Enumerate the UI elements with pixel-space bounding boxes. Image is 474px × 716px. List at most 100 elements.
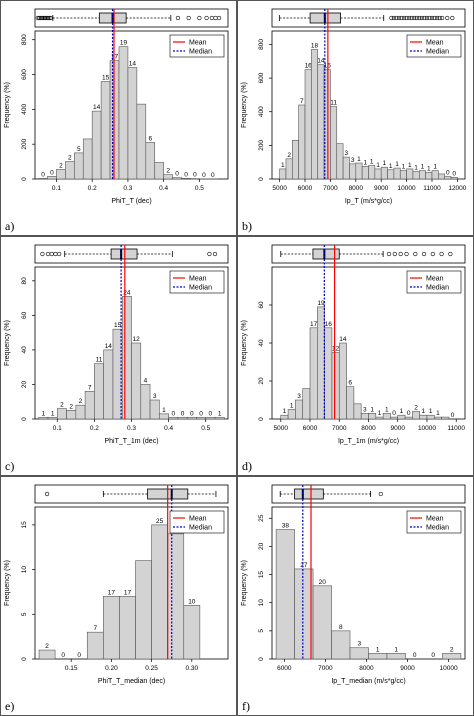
- boxplot-outlier: [394, 15, 399, 21]
- boxplot-outlier: [430, 251, 435, 257]
- y-tick-label: 60: [258, 301, 265, 309]
- histogram-bar: [118, 46, 129, 180]
- bar-label: 14: [339, 336, 347, 343]
- bar-label: 0: [413, 652, 417, 659]
- bar-label: 2: [166, 168, 170, 175]
- histogram-bar: [404, 416, 413, 420]
- bar-label: 0: [175, 171, 179, 178]
- boxplot-outlier: [392, 251, 397, 257]
- histogram-bar: [294, 568, 314, 660]
- bar-label: 1: [290, 403, 294, 410]
- y-tick-label: 0: [258, 417, 265, 421]
- x-tick-label: 0.3: [123, 185, 132, 192]
- y-tick-label: 5: [21, 612, 28, 616]
- boxplot-outlier: [450, 15, 455, 21]
- bar-label: 1: [383, 160, 387, 167]
- boxplot-outlier: [434, 15, 440, 21]
- bar-label: 0: [61, 652, 65, 659]
- y-axis-label: Frequency (%): [241, 82, 248, 128]
- bar-label: 1: [402, 164, 406, 171]
- histogram-bar: [183, 605, 201, 660]
- bar-label: 2: [414, 404, 418, 411]
- bar-label: 1: [421, 164, 425, 171]
- histogram-bar: [103, 349, 114, 420]
- bar-label: 24: [123, 289, 131, 296]
- histogram-bar: [135, 560, 152, 660]
- boxplot-outlier: [401, 15, 407, 21]
- histogram-bar: [438, 173, 445, 180]
- bar-label: 38: [282, 523, 290, 530]
- histogram-bar: [287, 409, 296, 420]
- histogram-bar: [103, 596, 120, 660]
- panel-letter: c): [5, 459, 15, 473]
- bar-label: 19: [317, 300, 325, 307]
- x-tick-label: 9000: [400, 665, 415, 672]
- histogram-bar: [112, 328, 123, 420]
- histogram-bar: [86, 631, 104, 660]
- bar-label: 15: [102, 74, 110, 81]
- histogram-bar: [375, 416, 384, 420]
- histogram-bar: [330, 106, 338, 180]
- boxplot-outlier: [413, 251, 418, 257]
- histogram-bar: [196, 416, 207, 420]
- bar-label: 2: [59, 162, 63, 169]
- histogram-bar: [94, 363, 104, 420]
- histogram-bar: [368, 653, 388, 660]
- boxplot-outlier: [440, 15, 445, 21]
- x-tick-label: 0.4: [164, 425, 173, 432]
- histogram-bar: [390, 416, 399, 420]
- bar-label: 2: [45, 643, 49, 650]
- boxplot-outlier: [175, 15, 181, 21]
- legend-mean-label: Mean: [426, 516, 444, 523]
- histogram-bar: [292, 140, 299, 180]
- y-axis-label: Frequency (%): [4, 82, 11, 128]
- bar-label: 8: [339, 624, 343, 631]
- x-axis-label: Ip_T (m/s*g/cc): [345, 198, 392, 205]
- x-tick-label: 11000: [447, 425, 465, 432]
- histogram-bar: [38, 178, 48, 180]
- histogram-bar: [353, 403, 362, 420]
- histogram-bar: [84, 391, 95, 420]
- boxplot-outlier: [204, 15, 209, 21]
- y-axis-label: Frequency (%): [4, 320, 11, 366]
- bar-label: 3: [357, 641, 361, 648]
- boxplot-frame: [34, 8, 229, 28]
- legend-median-label: Median: [426, 49, 449, 56]
- boxplot-outlier: [35, 15, 40, 21]
- bar-label: 0: [193, 172, 197, 179]
- bar-label: 0: [431, 652, 435, 659]
- bar-label: 14: [129, 61, 137, 68]
- histogram-bar: [361, 166, 369, 180]
- x-tick-label: 8000: [361, 425, 376, 432]
- bar-label: 14: [317, 58, 325, 65]
- y-tick-label: 800: [258, 39, 265, 50]
- histogram-bar: [331, 630, 351, 660]
- bar-label: 17: [108, 589, 116, 596]
- bar-label: 2: [68, 155, 72, 162]
- histogram-bar: [302, 388, 311, 420]
- bar-label: 1: [429, 408, 433, 415]
- x-tick-label: 6000: [298, 185, 313, 192]
- bar-label: 14: [105, 343, 113, 350]
- boxplot-outlier: [414, 15, 419, 21]
- chart-panel-c: 1 1 2 2 2 7 11 14 15 24 12 4 3 1 0 0 0 0 0 1 Mean Median 0.1 0.…: [0, 236, 237, 476]
- x-tick-label: 6000: [303, 425, 318, 432]
- boxplot-outlier: [40, 251, 45, 257]
- histogram-bar: [47, 416, 58, 420]
- bar-label: 1: [436, 410, 440, 417]
- x-tick-label: 0.25: [145, 665, 158, 672]
- boxplot-box: [110, 248, 138, 260]
- histogram-bar: [140, 384, 151, 420]
- bar-label: 1: [364, 159, 368, 166]
- x-tick-label: 0.5: [201, 425, 210, 432]
- bar-label: 1: [385, 406, 389, 413]
- histogram-bar: [168, 416, 179, 420]
- boxplot-outlier: [213, 15, 218, 21]
- legend-median-label: Median: [189, 525, 212, 532]
- boxplot-frame: [34, 484, 229, 504]
- x-axis-label: PhiT_T (dec): [111, 198, 151, 205]
- boxplot-outlier: [429, 15, 435, 21]
- bar-label: 3: [297, 393, 301, 400]
- x-tick-label: 0.3: [127, 425, 136, 432]
